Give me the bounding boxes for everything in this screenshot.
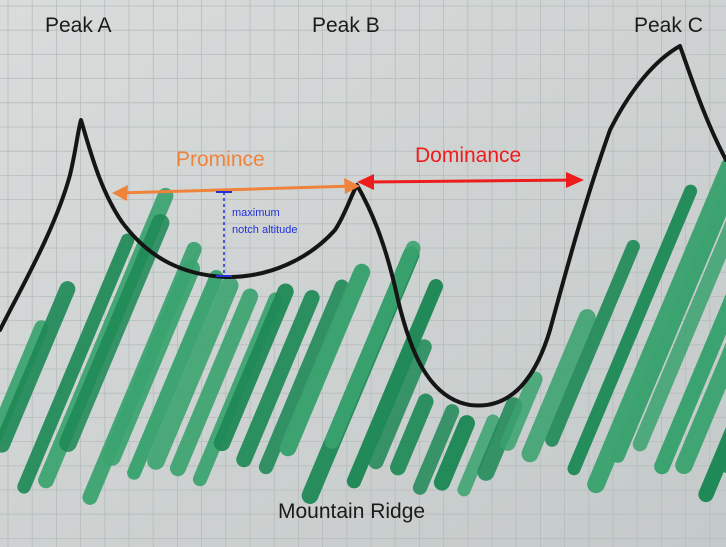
dominance-arrowhead-right bbox=[566, 172, 584, 188]
forest-stroke bbox=[170, 288, 259, 477]
forest-stroke bbox=[0, 281, 76, 453]
forest-stroke bbox=[103, 259, 201, 466]
notch-label-line1: maximum bbox=[232, 207, 280, 219]
prominence-arrow bbox=[112, 178, 360, 201]
forest-stroke bbox=[236, 290, 320, 468]
forest-stroke bbox=[457, 414, 500, 497]
dominance-label: Dominance bbox=[415, 144, 521, 167]
peak-a-label: Peak A bbox=[45, 14, 112, 37]
forest-stroke bbox=[611, 181, 726, 463]
forest-stroke bbox=[390, 393, 434, 476]
forest-stroke bbox=[346, 279, 444, 489]
forest-stroke bbox=[59, 213, 170, 452]
forest-stroke bbox=[368, 339, 432, 470]
dominance-arrowhead-left bbox=[357, 174, 374, 190]
forest-stroke bbox=[147, 276, 239, 470]
forest-stroke bbox=[654, 293, 726, 475]
forest-stroke bbox=[632, 220, 726, 452]
prominence-arrowhead-right bbox=[344, 178, 360, 194]
forest-stroke bbox=[213, 283, 294, 452]
forest-stroke bbox=[0, 320, 49, 445]
forest-stroke bbox=[521, 309, 596, 463]
forest-stroke bbox=[587, 158, 726, 494]
forest-stroke bbox=[477, 397, 523, 481]
notch-altitude-marker bbox=[216, 191, 232, 277]
forest-stroke bbox=[17, 233, 135, 494]
forest-stroke bbox=[127, 269, 224, 480]
forest-stroke bbox=[412, 404, 460, 495]
forest-stroke bbox=[279, 263, 371, 457]
forest-strokes bbox=[0, 158, 726, 505]
forest-stroke bbox=[675, 342, 726, 475]
notch-label-line2: notch altitude bbox=[232, 224, 297, 236]
forest-stroke bbox=[500, 371, 543, 451]
ridge-outline bbox=[0, 44, 726, 408]
prominence-arrowhead-left bbox=[112, 185, 128, 201]
forest-stroke bbox=[567, 184, 698, 476]
forest-stroke bbox=[433, 415, 475, 491]
forest-stroke bbox=[324, 240, 421, 449]
forest-stroke bbox=[545, 239, 640, 447]
prominence-label: Promince bbox=[176, 148, 265, 171]
peak-c-label: Peak C bbox=[634, 14, 703, 37]
dominance-arrow bbox=[357, 172, 584, 190]
forest-stroke bbox=[258, 279, 349, 475]
peak-b-label: Peak B bbox=[312, 14, 380, 37]
mountain-ridge-caption: Mountain Ridge bbox=[278, 500, 425, 523]
